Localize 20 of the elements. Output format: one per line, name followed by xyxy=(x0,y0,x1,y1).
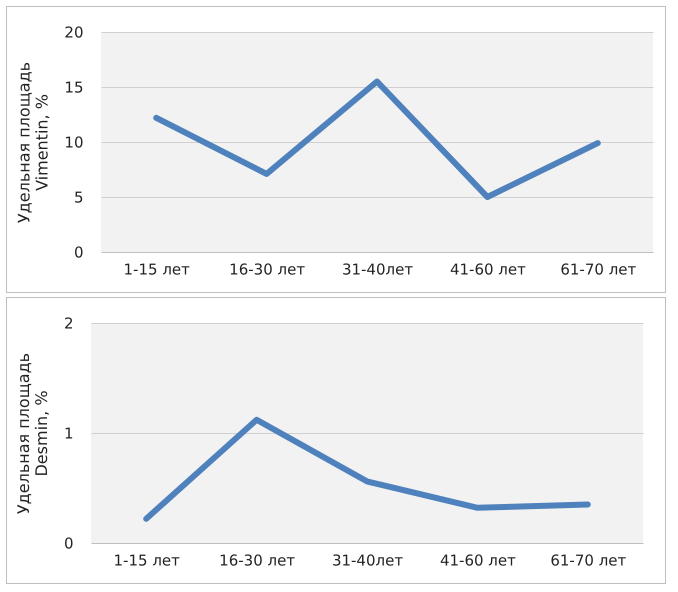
y-tick-label: 0 xyxy=(64,534,74,552)
x-tick-label: 1-15 лет xyxy=(114,552,180,570)
x-tick-label: 16-30 лет xyxy=(219,552,296,570)
x-tick-label: 16-30 лет xyxy=(229,260,306,278)
x-tick-label: 61-70 лет xyxy=(550,552,627,570)
x-tick-label: 1-15 лет xyxy=(124,260,190,278)
y-axis-title: Удельная площадь Vimentin, % xyxy=(14,62,52,224)
y-tick-label: 0 xyxy=(74,244,84,262)
x-tick-label: 31-40лет xyxy=(332,552,404,570)
x-tick-label: 31-40лет xyxy=(342,260,414,278)
y-tick-label: 15 xyxy=(64,78,84,96)
y-tick-label: 1 xyxy=(64,424,74,442)
y-tick-label: 20 xyxy=(64,24,84,42)
x-tick-label: 61-70 лет xyxy=(560,260,637,278)
y-tick-label: 5 xyxy=(74,188,84,206)
y-tick-label: 10 xyxy=(64,134,84,152)
x-tick-label: 41-60 лет xyxy=(440,552,516,570)
y-tick-label: 2 xyxy=(64,314,74,332)
x-tick-label: 41-60 лет xyxy=(450,260,526,278)
y-axis-title: Удельная площадь Desmin, % xyxy=(14,352,51,514)
